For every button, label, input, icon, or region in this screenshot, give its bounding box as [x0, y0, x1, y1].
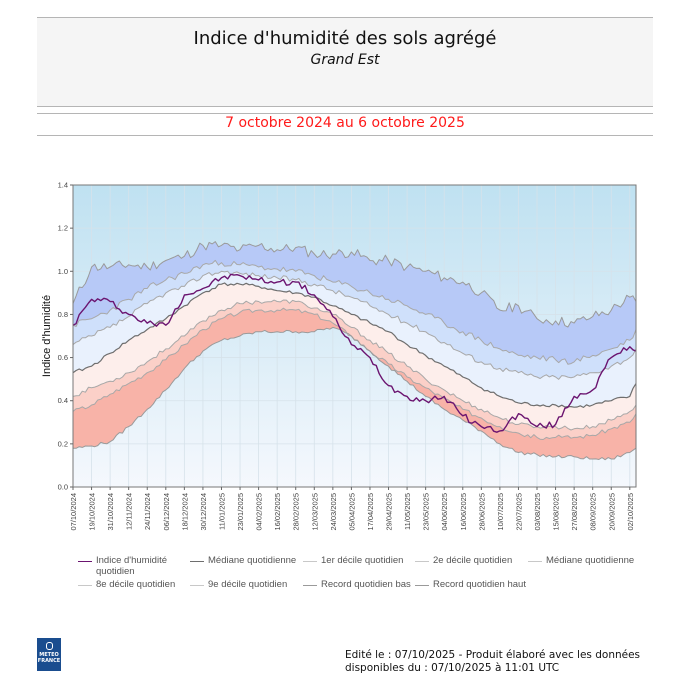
logo-text-1: METEO	[39, 652, 59, 658]
legend-swatch	[190, 585, 204, 586]
period-label: 7 octobre 2024 au 6 octobre 2025	[225, 115, 465, 131]
x-tick-label: 11/05/2025	[403, 493, 412, 530]
period-banner: 7 octobre 2024 au 6 octobre 2025	[37, 113, 653, 136]
line-median	[72, 282, 637, 408]
x-tick-label: 12/03/2025	[310, 493, 319, 531]
line-decile-9	[72, 259, 637, 365]
legend-label: 9e décile quotidien	[208, 579, 288, 590]
x-tick-label: 17/04/2025	[366, 493, 375, 531]
legend-label: Médiane quotidienne	[208, 555, 297, 566]
line-record-low	[72, 326, 637, 461]
line-soil-moisture-index	[72, 273, 637, 433]
band-d8-to-median	[73, 271, 636, 408]
x-tick-label: 02/10/2025	[626, 493, 635, 531]
chart-subtitle: Grand Est	[310, 52, 380, 68]
y-tick-label: 0.6	[58, 353, 68, 362]
band-d9-to-d8	[73, 260, 636, 380]
y-tick-label: 1.4	[58, 181, 68, 190]
legend-item-median-2[interactable]: Médiane quotidienne	[528, 555, 641, 566]
x-tick-label: 22/07/2025	[514, 493, 523, 531]
x-tick-label: 27/08/2025	[570, 493, 579, 531]
band-median-to-d2	[73, 283, 636, 430]
legend-swatch	[528, 561, 542, 562]
band-d1-to-record-low	[73, 308, 636, 460]
x-tick-label: 07/10/2024	[69, 493, 78, 531]
x-tick-label: 11/01/2025	[217, 493, 226, 530]
legend-swatch	[415, 561, 429, 562]
meteo-france-logo: METEO FRANCE	[37, 638, 61, 671]
x-axis: 07/10/2024 19/10/2024 31/10/2024 12/11/2024…	[69, 487, 635, 531]
legend-item-decile-2[interactable]: 2e décile quotidien	[415, 555, 543, 566]
footer-line-2: disponibles du : 07/10/2025 à 11:01 UTC	[345, 662, 560, 674]
x-tick-label: 24/03/2025	[329, 493, 338, 531]
legend-label: Record quotidien bas	[321, 579, 411, 590]
x-tick-label: 04/06/2025	[440, 493, 449, 531]
legend-label: 1er décile quotidien	[321, 555, 404, 566]
legend-item-record-low[interactable]: Record quotidien bas	[303, 579, 416, 590]
x-tick-label: 06/12/2024	[162, 493, 171, 531]
y-tick-label: 1.0	[58, 267, 68, 276]
x-tick-label: 24/11/2024	[143, 493, 152, 530]
footer-line-1: Edité le : 07/10/2025 - Produit élaboré …	[345, 649, 641, 661]
legend-label: Indice d'humidité quotidien	[96, 555, 167, 577]
line-decile-2	[72, 299, 637, 431]
x-tick-label: 12/11/2024	[125, 493, 134, 530]
legend-label: Médiane quotidienne	[546, 555, 635, 566]
soil-moisture-chart: 0.0 0.2 0.4 0.6 0.8 1.0 1.2 1.4 07/10/2024 19/10…	[41, 181, 637, 531]
y-tick-label: 1.2	[58, 224, 68, 233]
x-tick-label: 16/06/2025	[459, 493, 468, 531]
x-tick-label: 31/10/2024	[106, 493, 115, 531]
x-tick-label: 28/02/2025	[292, 493, 301, 531]
legend-item-indice[interactable]: Indice d'humidité quotidien	[78, 555, 191, 577]
legend-swatch	[78, 561, 92, 562]
legend-item-decile-9[interactable]: 9e décile quotidien	[190, 579, 318, 590]
legend-item-decile-1[interactable]: 1er décile quotidien	[303, 555, 431, 566]
legend: Indice d'humidité quotidien Médiane quot…	[78, 555, 658, 605]
legend-item-decile-8[interactable]: 8e décile quotidien	[78, 579, 206, 590]
legend-swatch	[78, 585, 92, 586]
x-tick-label: 04/02/2025	[255, 493, 264, 531]
legend-swatch	[303, 561, 317, 562]
legend-item-record-high[interactable]: Record quotidien haut	[415, 579, 528, 590]
series-lines	[72, 241, 637, 461]
chart-title: Indice d'humidité des sols agrégé	[193, 28, 497, 49]
x-tick-label: 19/10/2024	[88, 493, 97, 531]
x-tick-label: 20/09/2025	[607, 493, 616, 531]
x-tick-label: 23/01/2025	[236, 493, 245, 531]
legend-swatch	[190, 561, 204, 562]
y-axis: 0.0 0.2 0.4 0.6 0.8 1.0 1.2 1.4	[58, 181, 73, 492]
y-tick-label: 0.0	[58, 483, 68, 492]
legend-label: 2e décile quotidien	[433, 555, 513, 566]
plot-frame	[72, 184, 637, 488]
legend-label: 8e décile quotidien	[96, 579, 176, 590]
y-axis-label: Indice d'humidité	[41, 295, 53, 377]
logo-text-2: FRANCE	[37, 658, 61, 664]
y-tick-label: 0.8	[58, 310, 68, 319]
y-tick-label: 0.2	[58, 439, 68, 448]
x-tick-label: 28/06/2025	[477, 493, 486, 531]
x-tick-label: 29/04/2025	[385, 493, 394, 531]
chart-header: Indice d'humidité des sols agrégé Grand …	[37, 17, 653, 107]
x-tick-label: 10/07/2025	[496, 493, 505, 531]
x-tick-label: 16/02/2025	[273, 493, 282, 531]
x-tick-label: 05/04/2025	[347, 493, 356, 531]
x-tick-label: 30/12/2024	[199, 493, 208, 531]
edition-footer: Edité le : 07/10/2025 - Produit élaboré …	[345, 649, 640, 675]
x-tick-label: 03/08/2025	[533, 493, 542, 531]
x-tick-label: 08/09/2025	[589, 493, 598, 531]
meteo-france-logo-icon	[45, 642, 53, 650]
x-tick-label: 15/08/2025	[552, 493, 561, 531]
legend-swatch	[415, 585, 429, 586]
legend-swatch	[303, 585, 317, 586]
x-tick-label: 23/05/2025	[422, 493, 431, 531]
band-record-high-to-d9	[73, 241, 636, 365]
line-record-high	[72, 241, 637, 328]
y-tick-label: 0.4	[58, 396, 68, 405]
legend-label: Record quotidien haut	[433, 579, 526, 590]
x-tick-label: 18/12/2024	[180, 493, 189, 531]
line-decile-8	[72, 270, 637, 380]
legend-item-median[interactable]: Médiane quotidienne	[190, 555, 303, 566]
